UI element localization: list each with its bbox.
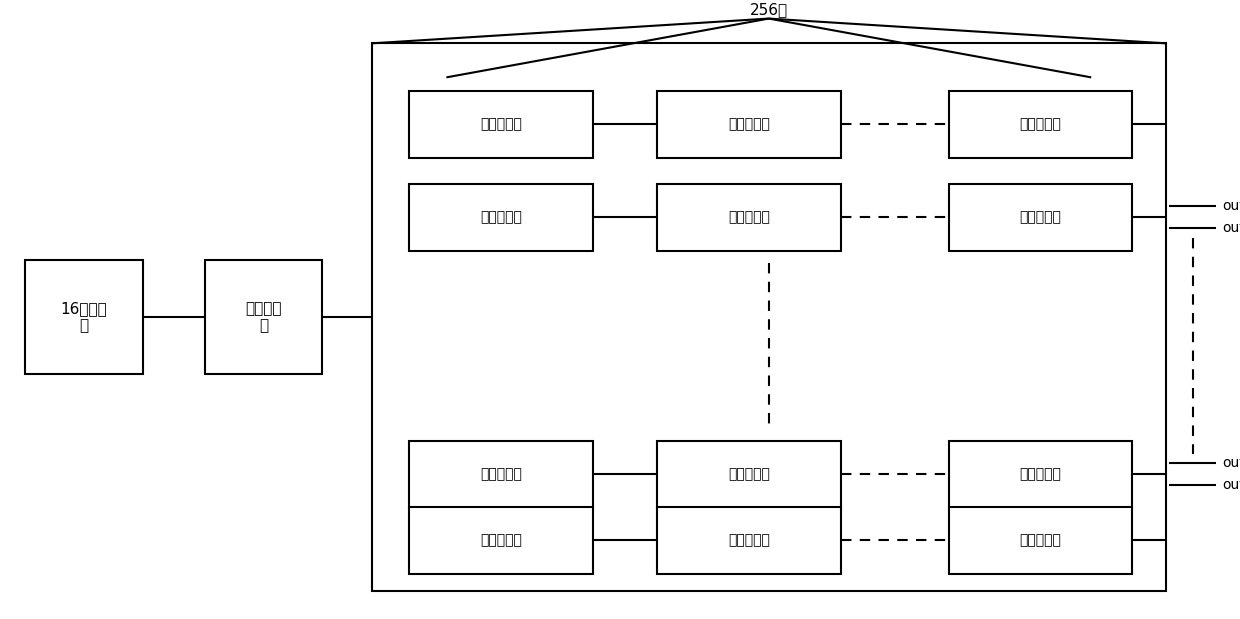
Text: 移位寄存器: 移位寄存器 <box>1019 210 1061 224</box>
Text: 16位计数
器: 16位计数 器 <box>61 301 107 334</box>
Bar <box>409 507 593 574</box>
Bar <box>949 507 1132 574</box>
Text: out32: out32 <box>1223 478 1240 492</box>
Text: 移位寄存器: 移位寄存器 <box>480 210 522 224</box>
Bar <box>657 184 841 251</box>
Text: 移位寄存器: 移位寄存器 <box>728 118 770 131</box>
Text: 移位寄存器: 移位寄存器 <box>1019 118 1061 131</box>
Text: 移位寄存器: 移位寄存器 <box>728 210 770 224</box>
Text: out31: out31 <box>1223 456 1240 470</box>
Bar <box>949 441 1132 508</box>
Bar <box>949 184 1132 251</box>
Bar <box>949 91 1132 158</box>
Text: 移位寄存器: 移位寄存器 <box>1019 467 1061 481</box>
Bar <box>372 43 1166 591</box>
Text: 移位寄存器: 移位寄存器 <box>480 118 522 131</box>
Text: 移位寄存器: 移位寄存器 <box>1019 534 1061 547</box>
Text: 移位寄存器: 移位寄存器 <box>728 467 770 481</box>
Bar <box>657 441 841 508</box>
Text: 乘法器电
路: 乘法器电 路 <box>246 301 281 334</box>
Bar <box>409 91 593 158</box>
Bar <box>657 507 841 574</box>
Bar <box>409 184 593 251</box>
Text: 256个: 256个 <box>750 2 787 17</box>
Text: 移位寄存器: 移位寄存器 <box>728 534 770 547</box>
Text: 移位寄存器: 移位寄存器 <box>480 534 522 547</box>
Bar <box>205 260 322 374</box>
Bar <box>25 260 143 374</box>
Text: out1: out1 <box>1223 199 1240 213</box>
Bar <box>409 441 593 508</box>
Text: out2: out2 <box>1223 222 1240 235</box>
Text: 移位寄存器: 移位寄存器 <box>480 467 522 481</box>
Bar <box>657 91 841 158</box>
